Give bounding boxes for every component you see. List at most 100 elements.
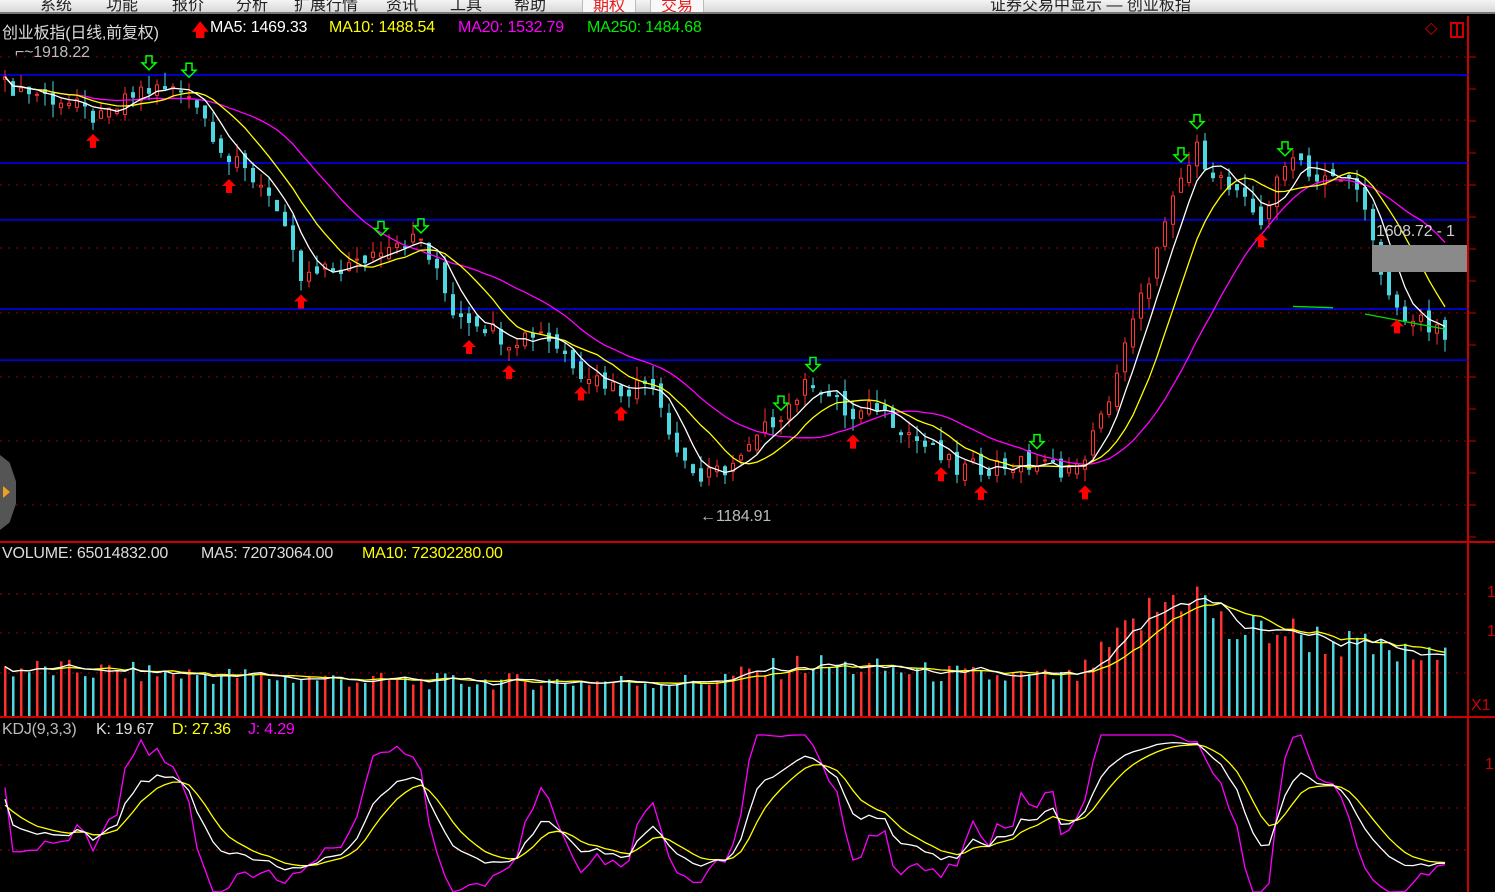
candle-body (347, 262, 351, 272)
volume-bar (892, 667, 895, 716)
candle-body (1091, 430, 1095, 456)
buy-signal-arrow-icon (222, 178, 236, 193)
candle-body (915, 436, 919, 441)
ma5-label: MA5: 1469.33 (210, 19, 308, 36)
candle-body (123, 93, 127, 115)
candle-body (875, 403, 879, 411)
tab-options[interactable]: 期权 (582, 0, 637, 12)
diamond-icon[interactable]: ◇ (1425, 20, 1438, 37)
candle-body (299, 250, 303, 281)
layout-toggle-icon[interactable] (1450, 22, 1464, 38)
ma10-label: MA10: 1488.54 (329, 19, 435, 36)
candle-body (259, 184, 263, 188)
candle-body (1371, 208, 1375, 241)
volume-bar (1348, 631, 1351, 716)
volume-bar (1076, 680, 1079, 716)
up-arrow-icon: 🡅 (191, 20, 210, 40)
volume-bar (1380, 639, 1383, 716)
candle-body (35, 93, 39, 96)
volume-bar (140, 681, 143, 716)
volume-bar (260, 672, 263, 716)
candle-body (1427, 310, 1431, 333)
kdj-j-line (4, 734, 1446, 892)
volume-bar (1276, 634, 1279, 716)
low-price-value: 1184.91 (715, 508, 772, 525)
volume-bar (1156, 611, 1159, 716)
candle-body (1099, 413, 1103, 429)
candle-body (787, 403, 791, 420)
candle-body (651, 379, 655, 388)
volume-multiplier: X1 (1471, 697, 1491, 714)
menu-system[interactable]: 系统 (40, 0, 73, 14)
volume-bar (500, 679, 503, 716)
volume-bar (932, 681, 935, 716)
candle-body (131, 92, 135, 98)
menu-tools[interactable]: 工具 (450, 0, 483, 14)
menu-extended[interactable]: 扩展行情 (294, 0, 359, 14)
volume-bar (996, 675, 999, 716)
volume-bar (1196, 586, 1199, 716)
volume-bar (820, 655, 823, 716)
volume-bar (588, 685, 591, 716)
volume-bar (1004, 680, 1007, 716)
volume-bar (940, 681, 943, 716)
candle-body (803, 379, 807, 396)
volume-bar (1300, 634, 1303, 716)
volume-bar (204, 674, 207, 716)
volume-axis-label: 1 (1487, 584, 1495, 601)
volume-bar (1372, 654, 1375, 716)
candle-body (971, 458, 975, 462)
ma250-label: MA250: 1484.68 (587, 19, 702, 36)
candle-body (1443, 319, 1447, 340)
candle-body (1243, 187, 1247, 197)
candle-body (1387, 270, 1391, 296)
volume-bar (1388, 650, 1391, 716)
kdj-axis-label: 1 (1485, 756, 1494, 773)
candle-body (1267, 205, 1271, 220)
menu-help[interactable]: 帮助 (514, 0, 547, 14)
volume-bar (900, 672, 903, 716)
volume-bar (1396, 661, 1399, 716)
buy-signal-arrow-icon (294, 294, 308, 309)
menu-quote[interactable]: 报价 (172, 0, 205, 14)
candle-body (291, 225, 295, 250)
volume-bar (1436, 659, 1439, 716)
window-title: 证券交易中显示 — 创业板指 (990, 0, 1191, 14)
sell-signal-arrow-icon (1188, 113, 1206, 130)
volume-bar (300, 679, 303, 716)
volume-bar (948, 665, 951, 716)
candle-body (723, 466, 727, 476)
candle-body (811, 385, 815, 389)
buy-signal-arrow-icon (974, 485, 988, 500)
volume-bar (1020, 672, 1023, 716)
menu-function[interactable]: 功能 (106, 0, 139, 14)
menu-news[interactable]: 资讯 (386, 0, 419, 14)
candle-body (763, 421, 767, 433)
volume-bar (764, 675, 767, 716)
buy-signal-arrow-icon (1390, 319, 1404, 334)
volume-bar (12, 676, 15, 716)
volume-bar (740, 666, 743, 716)
volume-bar (284, 675, 287, 716)
tab-trade[interactable]: 交易 (650, 0, 705, 12)
menu-analysis[interactable]: 分析 (236, 0, 269, 14)
stock-chart[interactable] (0, 16, 1495, 892)
candle-body (443, 262, 447, 294)
buy-signal-arrow-icon (614, 406, 628, 421)
volume-bar (220, 675, 223, 716)
buy-signal-arrow-icon (1254, 233, 1268, 248)
candle-body (59, 102, 63, 109)
volume-bar (1108, 647, 1111, 716)
volume-bar (1116, 627, 1119, 716)
expand-sidebar-tab[interactable] (0, 455, 16, 530)
volume-bar (1148, 597, 1151, 716)
candle-body (1227, 176, 1231, 190)
candle-body (1107, 401, 1111, 415)
candle-body (283, 211, 287, 227)
volume-bar (516, 674, 519, 716)
volume-bar (1164, 602, 1167, 716)
volume-bar (1052, 679, 1055, 716)
buy-signal-arrow-icon (1078, 485, 1092, 500)
volume-bar (724, 673, 727, 716)
candle-body (403, 246, 407, 249)
